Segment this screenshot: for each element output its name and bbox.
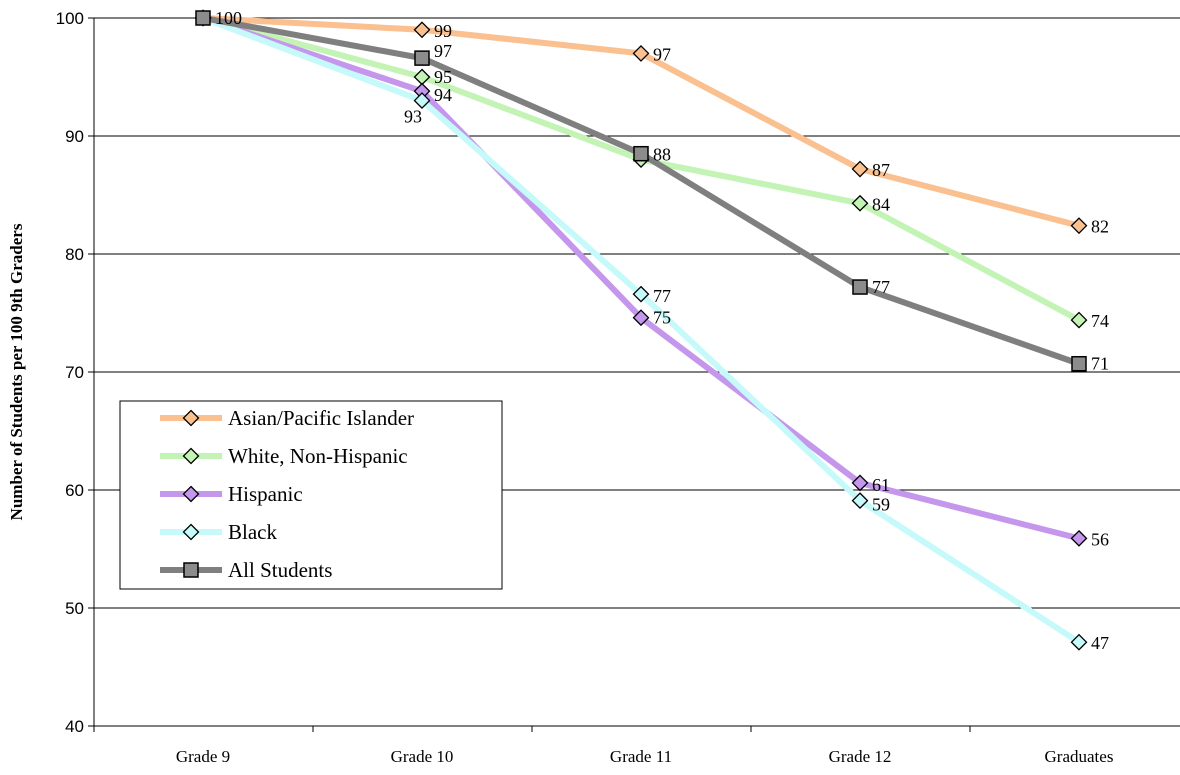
x-tick-label: Grade 10 [391,747,454,766]
data-point [1070,529,1088,547]
data-label: 87 [872,160,890,180]
data-point [413,21,431,39]
legend-marker [182,409,200,427]
legend-marker [182,447,200,465]
data-point [413,68,431,86]
legend-marker [182,485,200,503]
data-label: 56 [1091,529,1109,549]
data-label: 93 [404,107,422,127]
legend-entry-label: All Students [228,558,332,582]
data-label: 71 [1091,354,1109,374]
x-tick-label: Grade 11 [610,747,672,766]
legend-marker [183,562,199,578]
data-label: 97 [653,44,671,64]
x-tick-label: Grade 9 [176,747,230,766]
data-label: 47 [1091,633,1109,653]
legend: Asian/Pacific Islander White, Non-Hispani… [119,400,503,590]
legend-entry-label: Hispanic [228,482,303,506]
data-label: 97 [434,41,452,61]
data-point [632,309,650,327]
data-label: 61 [872,475,890,495]
data-label: 77 [872,277,890,297]
axes: 40 50 60 70 80 90 100 Grade 9 Grade 10 Grade 11 Gr… [56,9,1180,766]
data-point [1070,633,1088,651]
data-point [632,285,650,303]
data-labels: 9997878295847494756156937759471009788777… [215,8,1109,653]
x-tick-label: Graduates [1045,747,1114,766]
y-tick-label: 90 [65,127,84,146]
legend-entry-label: Black [228,520,277,544]
y-tick-label: 70 [65,363,84,382]
data-label: 75 [653,308,671,328]
data-point [851,160,869,178]
series-group [194,9,1088,651]
data-point [1070,311,1088,329]
data-label: 82 [1091,217,1109,237]
y-tick-label: 60 [65,481,84,500]
data-point [852,279,868,295]
gridlines [94,17,1180,727]
data-label: 99 [434,21,452,41]
data-point [1070,217,1088,235]
data-point [1071,355,1087,372]
data-point [633,145,649,162]
data-label: 94 [434,85,452,105]
data-label: 100 [215,8,242,28]
data-point [851,194,869,212]
data-point [413,92,431,110]
data-label: 59 [872,495,890,515]
data-point [414,50,430,66]
y-tick-label: 50 [65,599,84,618]
legend-entry-label: Asian/Pacific Islander [228,406,414,430]
data-label: 88 [653,145,671,165]
legend-marker [182,523,200,541]
y-tick-label: 40 [65,717,84,736]
y-tick-label: 80 [65,245,84,264]
data-point [851,492,869,510]
legend-entry-label: White, Non-Hispanic [228,444,408,468]
data-label: 77 [653,286,671,306]
data-label: 84 [872,194,890,214]
y-axis-title: Number of Students per 100 9th Graders [7,223,26,520]
x-tick-label: Grade 12 [829,747,892,766]
data-point [632,44,650,62]
data-point [851,474,869,492]
data-label: 74 [1091,311,1109,331]
y-tick-label: 100 [56,9,84,28]
data-label: 95 [434,67,452,87]
data-point [195,10,211,26]
